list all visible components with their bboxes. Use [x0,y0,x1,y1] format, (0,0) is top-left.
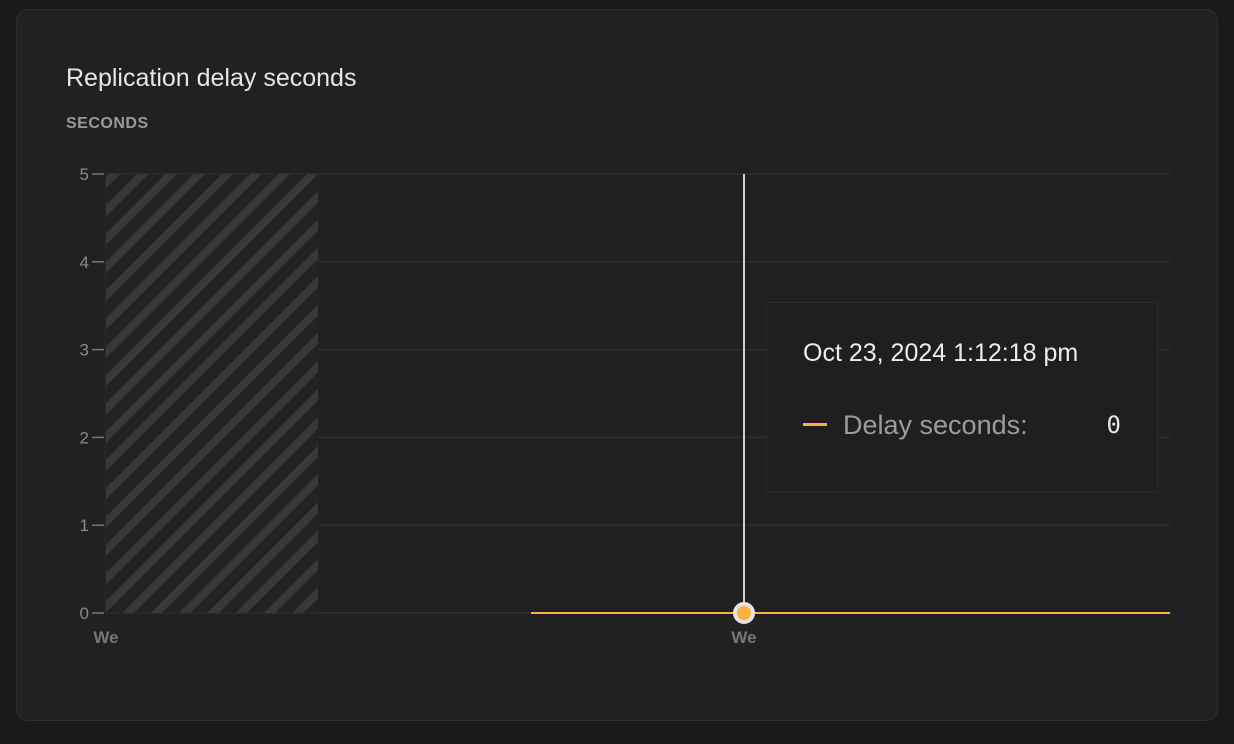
legend-swatch [803,423,827,426]
tooltip: Oct 23, 2024 1:12:18 pm Delay seconds: 0 [766,302,1158,492]
tooltip-series-label: Delay seconds: [843,410,1028,440]
tooltip-date: Oct 23, 2024 1:12:18 pm [803,339,1079,367]
no-data-region [106,174,318,613]
hover-point [733,602,755,624]
y-tick-label: 3 [80,341,89,360]
x-tick-label: We [93,628,118,647]
y-tick-label: 2 [80,428,89,447]
y-tick-label: 5 [80,165,89,184]
y-tick-label: 1 [80,516,89,535]
tooltip-value: 0 [1106,411,1121,439]
chart-title: Replication delay seconds [66,64,357,92]
y-tick-label: 4 [80,253,89,272]
y-axis-label: SECONDS [66,115,149,132]
x-tick-label: We [731,628,756,647]
y-tick-label: 0 [80,604,89,623]
